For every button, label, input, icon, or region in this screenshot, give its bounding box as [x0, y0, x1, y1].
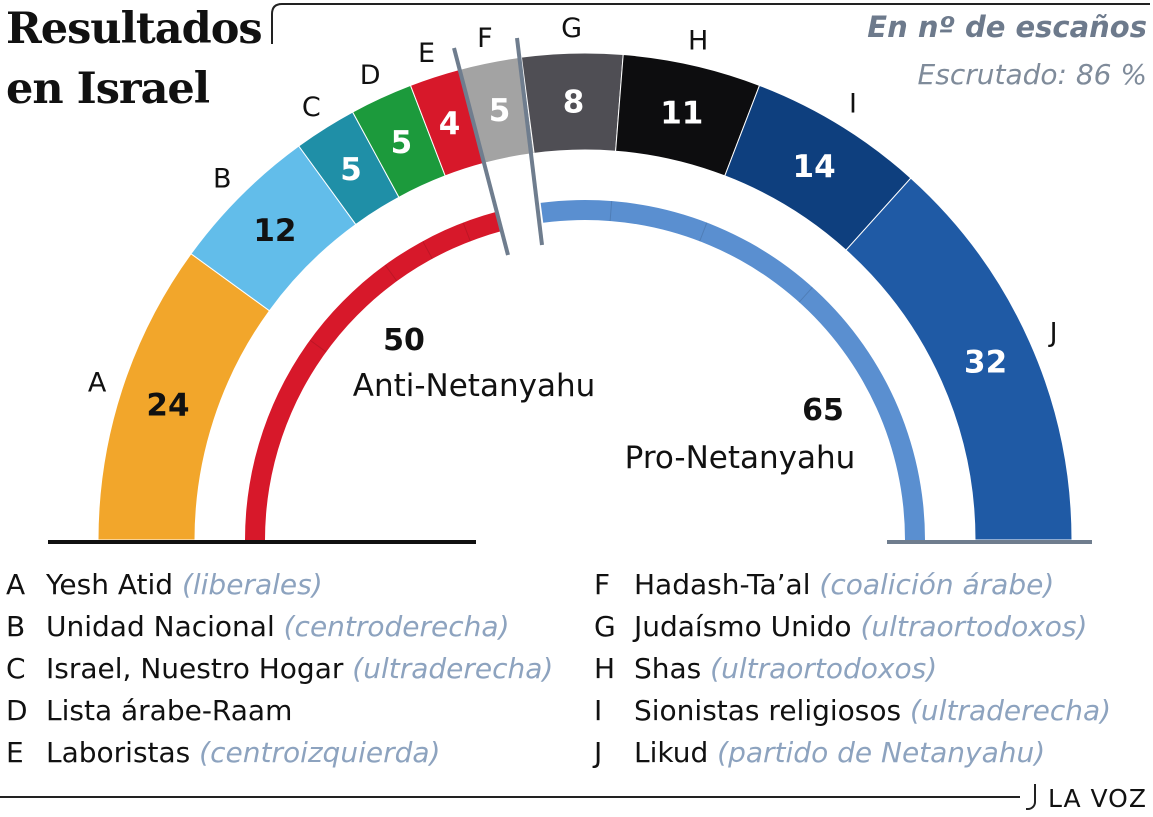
seat-value-label-f: 5: [489, 93, 511, 129]
bloc-divider: [609, 201, 613, 222]
legend-right-column: F Hadash-Ta’al (coalición árabe) G Judaísmo…: [594, 566, 1111, 776]
bloc-divider: [309, 339, 327, 353]
legend-party-note: (centroderecha): [283, 610, 510, 643]
legend-party-name: Unidad Nacional: [46, 610, 275, 643]
bloc-value-label-anti: 50: [383, 323, 425, 358]
legend-letter: E: [6, 736, 24, 769]
party-letter-label-i: I: [849, 89, 857, 120]
party-letter-label-a: A: [88, 368, 107, 399]
legend-party-note: (ultraortodoxos): [710, 652, 938, 685]
legend-left-column: A Yesh Atid (liberales) B Unidad Nacional (…: [6, 566, 553, 776]
seat-value-label-a: 24: [146, 388, 189, 424]
bloc-ring: [245, 200, 925, 541]
baseline-right: [887, 540, 1092, 544]
legend-item-j: J Likud (partido de Netanyahu): [594, 734, 1111, 776]
legend-party-name: Yesh Atid: [46, 568, 174, 601]
bloc-divider: [462, 222, 471, 242]
seat-value-label-i: 14: [793, 149, 836, 185]
chart-title-line2: en Israel: [6, 64, 210, 114]
legend-party-name: Hadash-Ta’al: [634, 568, 811, 601]
footer-line: [0, 796, 1020, 798]
legend-party-note: (ultraderecha): [352, 652, 554, 685]
legend-party-note: (ultraortodoxos): [860, 610, 1088, 643]
seat-segment-j: [845, 177, 1073, 541]
legend-letter: J: [594, 736, 603, 769]
separator-line-left: [452, 47, 510, 256]
separator-line-right: [515, 37, 544, 246]
legend-party-name: Laboristas: [46, 736, 191, 769]
legend-party-note: (partido de Netanyahu): [717, 736, 1046, 769]
party-letter-label-g: G: [561, 13, 582, 44]
seat-value-label-c: 5: [340, 152, 362, 188]
chart-title-line1: Resultados: [6, 4, 263, 54]
bloc-arc-anti: [245, 211, 503, 540]
source-label: LA VOZ: [1047, 784, 1147, 813]
legend-letter: A: [6, 568, 26, 601]
legend-letter: F: [594, 568, 611, 601]
party-letter-label-b: B: [213, 163, 232, 194]
unit-label: En nº de escaños: [867, 10, 1147, 44]
legend-party-name: Likud: [634, 736, 709, 769]
party-letter-label-h: H: [688, 26, 708, 57]
legend-letter: D: [6, 694, 28, 727]
legend-party-name: Israel, Nuestro Hogar: [46, 652, 344, 685]
seat-value-label-h: 11: [660, 95, 703, 131]
legend-item-h: H Shas (ultraortodoxos): [594, 650, 1111, 692]
party-letter-label-f: F: [477, 23, 493, 54]
legend-item-f: F Hadash-Ta’al (coalición árabe): [594, 566, 1111, 608]
seat-value-label-b: 12: [253, 213, 296, 249]
legend-party-note: (centroizquierda): [199, 736, 441, 769]
bloc-name-label-anti: Anti-Netanyahu: [353, 368, 596, 404]
party-letter-label-e: E: [418, 38, 435, 69]
bloc-divider: [422, 240, 433, 260]
seat-value-label-g: 8: [563, 85, 585, 121]
legend-party-name: Shas: [634, 652, 702, 685]
bloc-value-label-pro: 65: [802, 393, 844, 428]
legend-party-note: (coalición árabe): [819, 568, 1055, 601]
legend-letter: G: [594, 610, 616, 643]
legend-party-note: (ultraderecha): [910, 694, 1112, 727]
legend-party-name: Lista árabe-Raam: [46, 694, 293, 727]
legend-party-name: Judaísmo Unido: [634, 610, 852, 643]
seat-value-label-e: 4: [439, 106, 461, 142]
party-letter-label-j: J: [1048, 317, 1058, 348]
legend-item-b: B Unidad Nacional (centroderecha): [6, 608, 553, 650]
seat-value-label-j: 32: [964, 345, 1007, 381]
legend-party-name: Sionistas religiosos: [634, 694, 902, 727]
legend-party-note: (liberales): [181, 568, 323, 601]
legend-item-c: C Israel, Nuestro Hogar (ultraderecha): [6, 650, 553, 692]
bloc-divider: [798, 286, 813, 303]
legend-letter: I: [594, 694, 603, 727]
seat-value-label-d: 5: [391, 125, 413, 161]
bloc-name-label-pro: Pro-Netanyahu: [625, 440, 856, 476]
footer-bracket: [1026, 784, 1036, 810]
scrutiny-label: Escrutado: 86 %: [917, 58, 1147, 91]
legend-letter: H: [594, 652, 616, 685]
baseline-left: [48, 540, 476, 544]
top-frame-line: [271, 3, 1150, 44]
legend-letter: C: [6, 652, 26, 685]
bloc-divider: [384, 264, 398, 282]
legend-item-d: D Lista árabe-Raam: [6, 692, 553, 734]
legend-item-e: E Laboristas (centroizquierda): [6, 734, 553, 776]
party-letter-label-d: D: [360, 60, 381, 91]
legend-letter: B: [6, 610, 26, 643]
bloc-divider: [699, 222, 708, 242]
seat-ring: [97, 52, 1073, 541]
party-letter-label-c: C: [302, 92, 321, 123]
legend-item-i: I Sionistas religiosos (ultraderecha): [594, 692, 1111, 734]
legend-item-g: G Judaísmo Unido (ultraortodoxos): [594, 608, 1111, 650]
legend-item-a: A Yesh Atid (liberales): [6, 566, 553, 608]
